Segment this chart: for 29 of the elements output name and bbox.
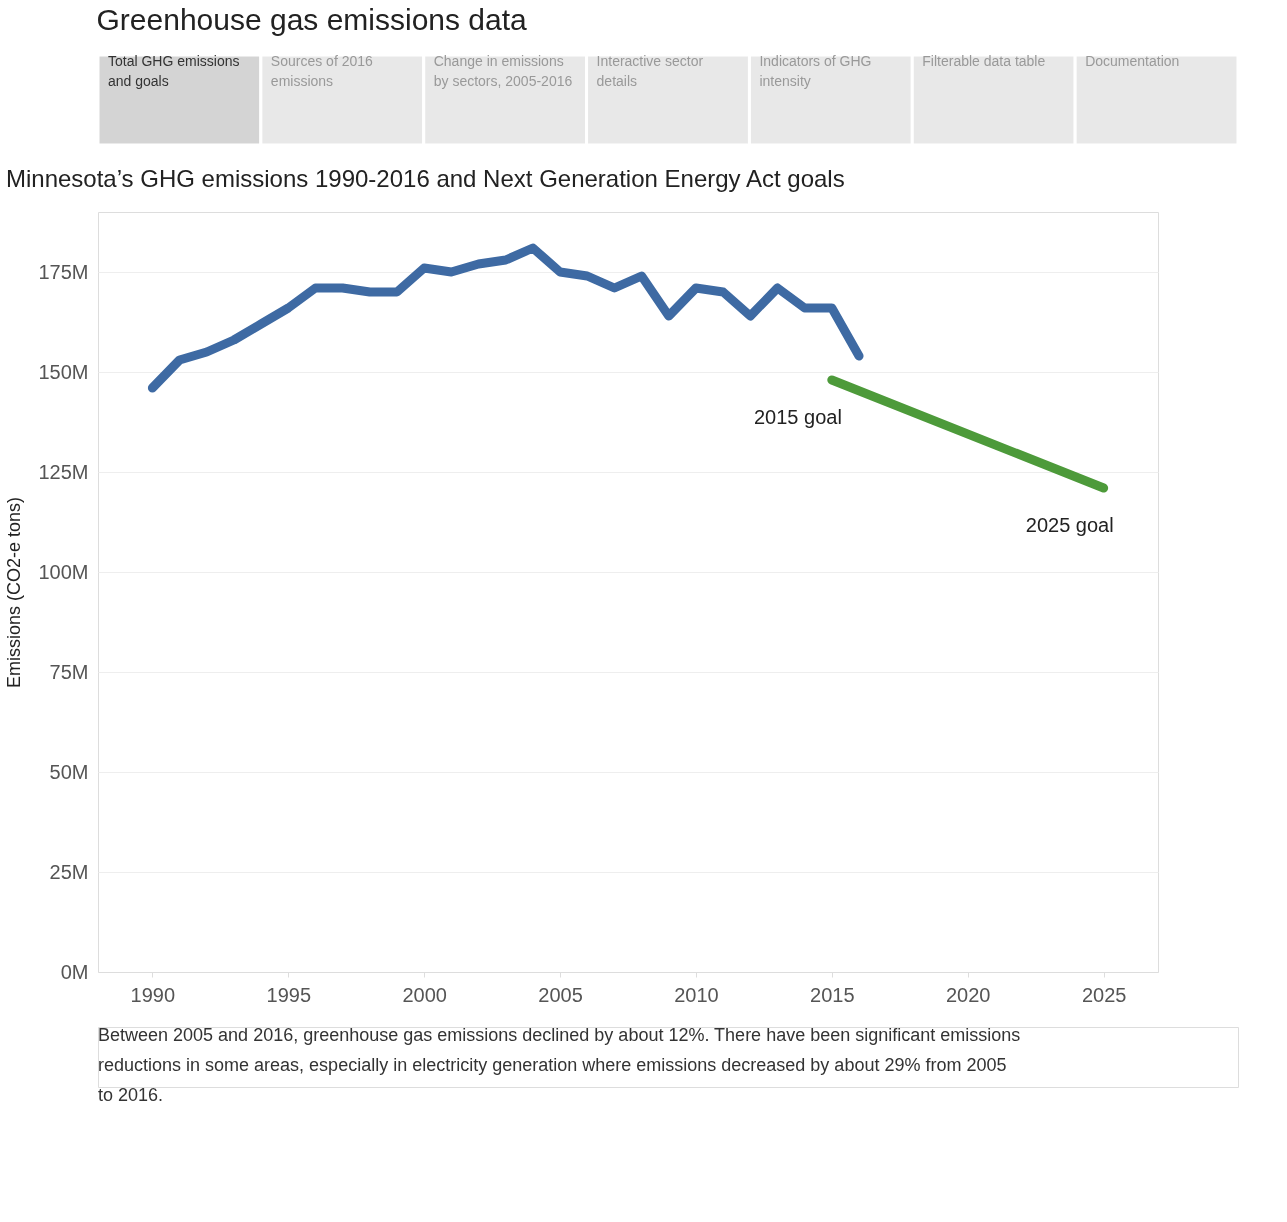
x-tick-label: 2025 bbox=[1081, 983, 1127, 1006]
text: Change in emissions by sectors, 2005-2016 bbox=[433, 53, 573, 89]
y-tick-label: 75M bbox=[49, 660, 89, 683]
text: Total GHG emissions and goals bbox=[108, 53, 240, 89]
x-tick-label: 1990 bbox=[130, 983, 176, 1006]
text: Interactive sector details bbox=[596, 53, 704, 89]
y-axis-title: Emissions (CO2-e tons) bbox=[4, 496, 25, 689]
text: Between 2005 and 2016, greenhouse gas emissions declined by about 12%. There have been significant emissions reductions in some areas, especially in electricity generation where emissions decreased by about 29% from 2005 to 2016. bbox=[98, 1025, 1021, 1105]
x-tick-label: 2015 bbox=[810, 983, 855, 1006]
x-tick-label: 2000 bbox=[402, 983, 447, 1006]
chart-title: Greenhouse gas emissions data bbox=[96, 2, 528, 36]
y-tick-label: 150M bbox=[38, 360, 89, 383]
x-tick-label: 2020 bbox=[945, 983, 991, 1006]
y-tick-label: 100M bbox=[38, 560, 89, 583]
text: Indicators of GHG intensity bbox=[759, 53, 872, 89]
y-tick-label: 50M bbox=[49, 760, 89, 783]
annotation: 2025 goal bbox=[1025, 514, 1114, 536]
x-tick-label: 1995 bbox=[266, 983, 312, 1006]
x-tick-label: 2010 bbox=[674, 983, 719, 1006]
annotation: 2015 goal bbox=[753, 406, 842, 428]
y-tick-label: 175M bbox=[38, 260, 89, 283]
y-tick-label: 25M bbox=[49, 860, 89, 883]
x-tick-label: 2005 bbox=[538, 983, 583, 1006]
y-tick-label: 125M bbox=[38, 460, 89, 483]
chart-subtitle: Minnesota’s GHG emissions 1990-2016 and Next Generation Energy Act goals bbox=[5, 165, 845, 192]
text: Documentation bbox=[1085, 53, 1180, 69]
y-tick-label: 0M bbox=[60, 960, 89, 983]
text: Filterable data table bbox=[922, 53, 1046, 69]
source-note: Sources of 2016 emissions bbox=[270, 53, 374, 89]
